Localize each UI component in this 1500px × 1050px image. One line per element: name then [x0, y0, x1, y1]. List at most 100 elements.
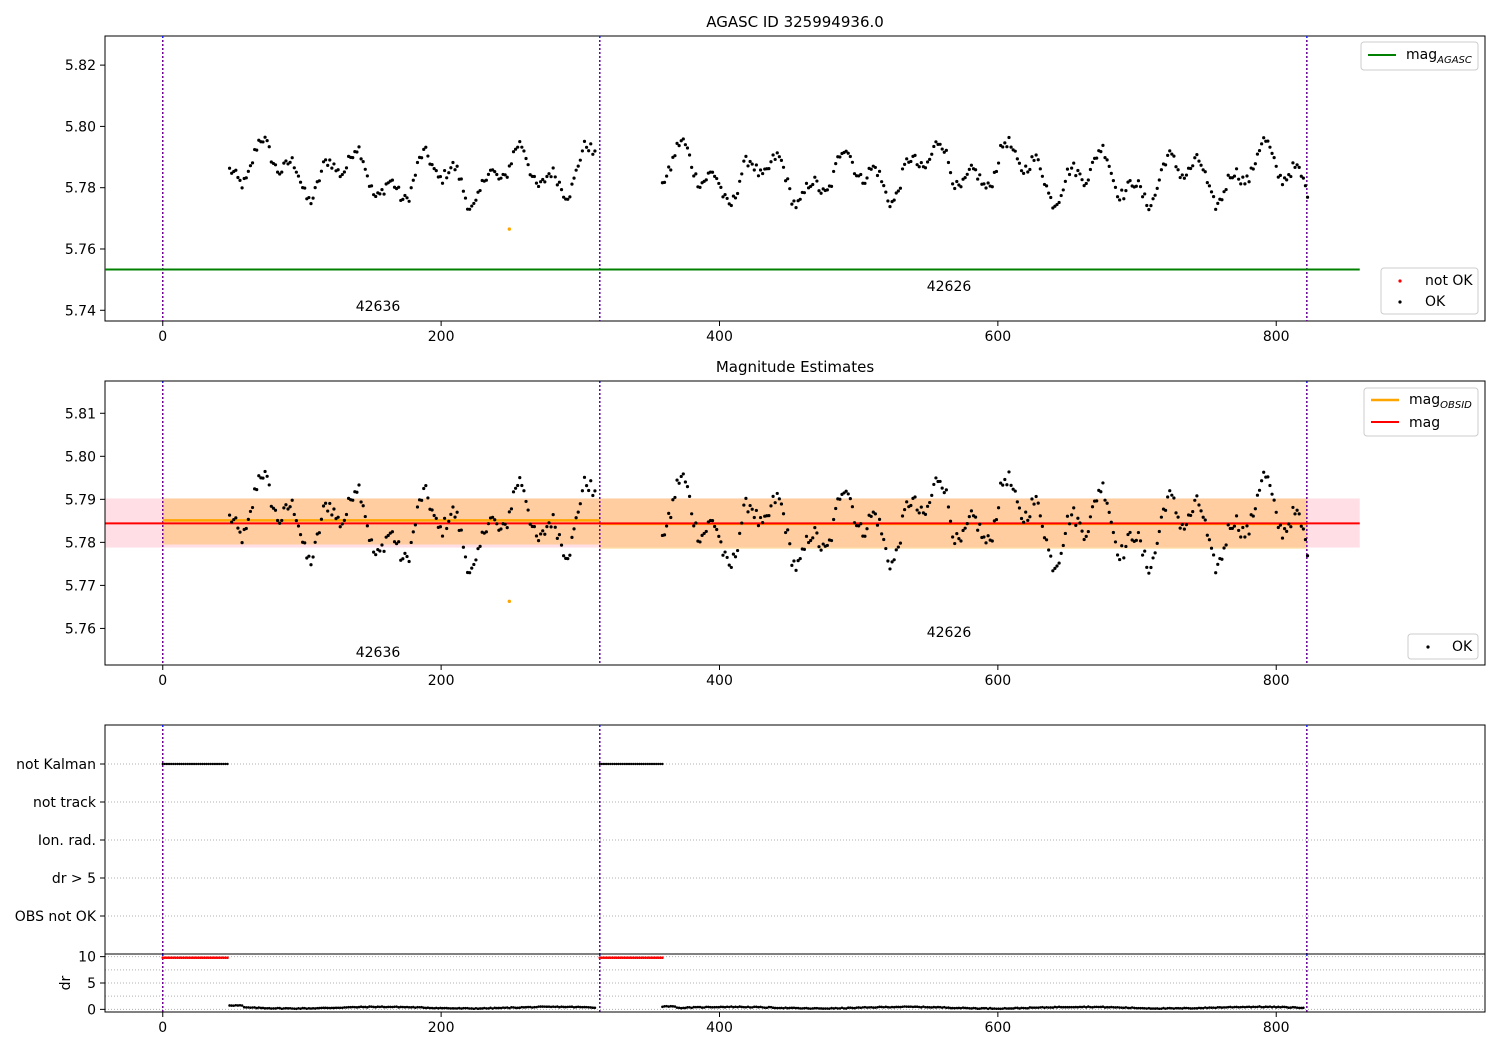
- dr-point: [1258, 1005, 1261, 1008]
- dr-point: [411, 1005, 415, 1009]
- data-point: [675, 141, 679, 145]
- data-point: [673, 154, 677, 158]
- data-point: [1149, 565, 1153, 570]
- dr-point: [1222, 1006, 1226, 1009]
- dr-point: [1099, 1005, 1103, 1009]
- dr-point: [778, 1006, 781, 1010]
- data-point: [788, 187, 792, 191]
- data-point: [798, 197, 802, 201]
- dr-point: [320, 1006, 323, 1010]
- data-point: [1080, 178, 1084, 182]
- dr-point: [1164, 1007, 1167, 1010]
- data-point: [380, 543, 384, 547]
- dr-point: [1034, 1006, 1038, 1009]
- flag-point: [611, 762, 614, 766]
- data-point: [1203, 170, 1207, 174]
- data-point: [443, 168, 447, 173]
- x-tick-label: 200: [428, 1020, 455, 1036]
- data-points-agasc: [227, 135, 1310, 212]
- dr-point: [786, 1006, 789, 1010]
- data-point: [269, 504, 273, 508]
- data-point: [1153, 193, 1157, 197]
- data-point: [880, 532, 884, 536]
- dr-point: [230, 1004, 233, 1007]
- data-point: [1274, 164, 1278, 168]
- data-point: [336, 515, 340, 519]
- dr-clipped-point: [646, 956, 650, 959]
- data-point: [549, 525, 553, 529]
- data-point: [1151, 556, 1155, 560]
- dr-point: [443, 1006, 446, 1010]
- data-point: [1262, 136, 1266, 140]
- data-point: [1141, 553, 1145, 557]
- flag-point: [174, 762, 177, 766]
- data-point: [859, 172, 863, 177]
- data-point: [969, 163, 974, 167]
- data-point: [1065, 167, 1070, 171]
- dr-point: [794, 1006, 798, 1010]
- dr-point: [815, 1006, 819, 1010]
- dr-clipped-point: [226, 956, 229, 959]
- data-point: [522, 489, 526, 493]
- data-point: [928, 500, 932, 505]
- data-point: [1086, 529, 1090, 534]
- dr-point: [871, 1006, 875, 1009]
- data-point: [832, 169, 836, 174]
- data-point: [317, 531, 321, 535]
- dr-point: [1036, 1006, 1040, 1009]
- flag-point: [169, 762, 173, 766]
- data-point: [455, 164, 459, 168]
- data-point: [532, 174, 536, 179]
- dr-point: [257, 1006, 261, 1009]
- data-point: [1232, 174, 1237, 178]
- dr-point: [313, 1007, 317, 1010]
- dr-point: [684, 1006, 687, 1010]
- data-point: [493, 518, 497, 522]
- dr-point: [299, 1007, 302, 1011]
- data-point: [863, 181, 867, 185]
- dr-clipped-point: [203, 956, 206, 959]
- data-point: [580, 489, 584, 493]
- data-point: [834, 162, 838, 166]
- data-point: [1270, 151, 1274, 155]
- data-point: [342, 518, 346, 522]
- dr-point: [1197, 1006, 1201, 1010]
- dr-point: [1013, 1006, 1017, 1010]
- data-point: [1191, 164, 1195, 168]
- flag-point: [629, 762, 633, 766]
- data-point: [313, 540, 317, 544]
- dr-point: [303, 1006, 307, 1010]
- data-point: [578, 158, 582, 162]
- data-point: [1107, 164, 1111, 168]
- data-point: [1226, 173, 1230, 177]
- data-point: [994, 169, 999, 174]
- dr-point: [284, 1006, 288, 1010]
- dr-point: [1251, 1005, 1255, 1009]
- data-point: [499, 527, 503, 531]
- dr-clipped-point: [640, 956, 643, 959]
- data-point: [804, 534, 809, 538]
- data-point: [255, 148, 259, 152]
- dr-point: [874, 1006, 877, 1009]
- dr-point: [980, 1006, 984, 1010]
- dr-point: [755, 1005, 758, 1009]
- dr-point: [345, 1006, 348, 1009]
- dr-point: [1124, 1006, 1128, 1009]
- data-point: [790, 202, 794, 206]
- data-point: [771, 153, 775, 157]
- x-ticks-dr: 0 200 400 600 800: [158, 1012, 1290, 1036]
- dr-point: [247, 1006, 250, 1009]
- panel-magnitude-estimates: Magnitude Estimates 42636 42626 5.765.77…: [65, 358, 1486, 689]
- data-point: [905, 500, 909, 504]
- data-point: [532, 525, 536, 529]
- data-point: [900, 514, 905, 518]
- dr-point: [1032, 1006, 1036, 1009]
- data-point: [909, 503, 913, 508]
- data-point: [681, 137, 685, 141]
- data-point: [1157, 178, 1161, 182]
- data-point: [382, 549, 386, 553]
- dr-point: [328, 1006, 332, 1010]
- dr-point: [472, 1007, 476, 1011]
- data-point: [432, 513, 436, 518]
- dr-point: [909, 1005, 913, 1008]
